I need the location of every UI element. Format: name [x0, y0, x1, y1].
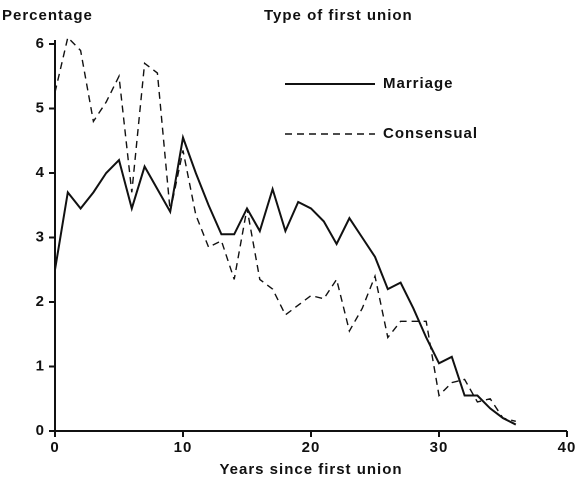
y-axis-label: Percentage [2, 7, 93, 24]
x-tick-label: 20 [302, 439, 321, 456]
y-tick-label: 2 [36, 293, 45, 310]
y-tick-label: 1 [36, 357, 45, 374]
legend-title: Type of first union [264, 7, 413, 24]
y-tick-label: 5 [36, 99, 45, 116]
x-tick-label: 0 [50, 439, 59, 456]
legend-label: Marriage [383, 75, 454, 92]
x-axis-label: Years since first union [219, 461, 402, 478]
y-tick-label: 6 [36, 35, 45, 52]
x-tick-label: 30 [430, 439, 449, 456]
line-series [54, 36, 516, 423]
y-tick-label: 4 [36, 164, 45, 181]
y-tick-label: 0 [36, 422, 45, 439]
x-tick-label: 40 [558, 439, 577, 456]
y-tick-label: 3 [36, 228, 45, 245]
line-series [54, 133, 517, 426]
legend-label: Consensual [383, 125, 478, 142]
x-tick-label: 10 [174, 439, 193, 456]
